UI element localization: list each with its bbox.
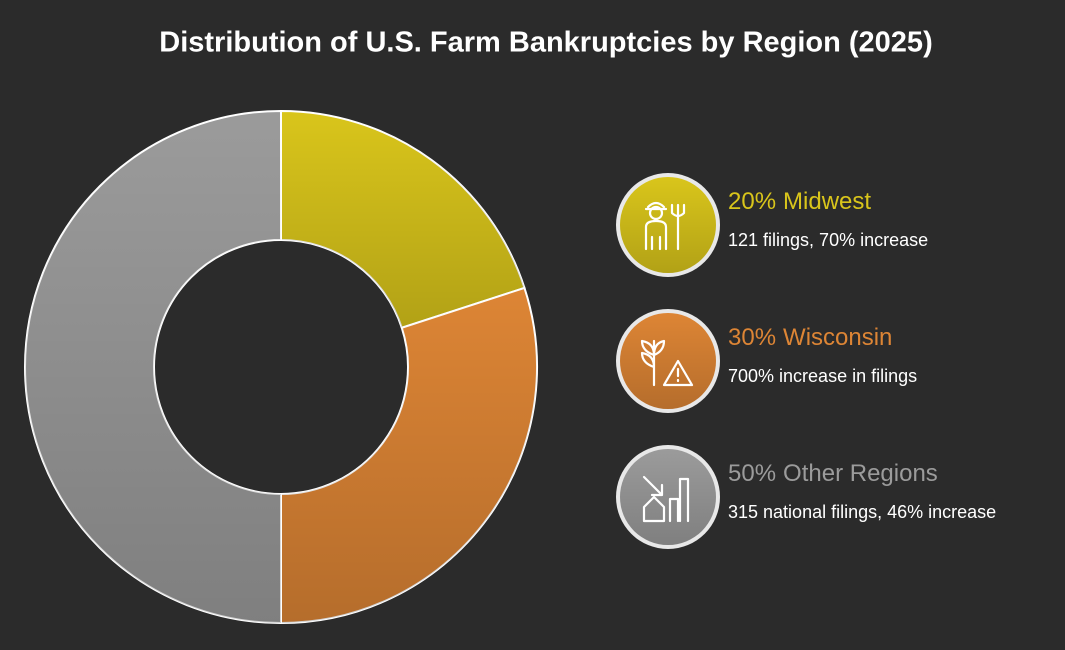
slice-shade: [25, 111, 281, 623]
legend-name: Other Regions: [783, 460, 938, 487]
legend-name: Wisconsin: [783, 324, 892, 351]
legend-icon-shade: [620, 449, 716, 545]
legend-label: 30% Wisconsin: [728, 324, 892, 351]
legend-annotation: 315 national filings, 46% increase: [728, 502, 996, 522]
legend-icon-shade: [620, 177, 716, 273]
crop-warning-icon: [640, 339, 694, 387]
decline-icon: [642, 475, 690, 523]
legend-value: 30%: [728, 324, 776, 351]
legend-label: 20% Midwest: [728, 188, 871, 215]
legend: 20% Midwest 121 filings, 70% increase 30% Wi…: [616, 173, 996, 549]
legend-annotation: 121 filings, 70% increase: [728, 230, 928, 250]
legend-name: Midwest: [783, 188, 871, 215]
legend-label: 50% Other Regions: [728, 460, 938, 487]
farmer-icon: [644, 201, 686, 251]
slice-shade: [281, 111, 525, 328]
donut: [24, 109, 538, 625]
legend-icon-shade: [620, 313, 716, 409]
slice-shade: [281, 287, 537, 623]
legend-value: 50%: [728, 460, 776, 487]
legend-annotation: 700% increase in filings: [728, 366, 917, 386]
chart-title: Distribution of U.S. Farm Bankruptcies b…: [159, 27, 932, 59]
legend-value: 20%: [728, 188, 776, 215]
